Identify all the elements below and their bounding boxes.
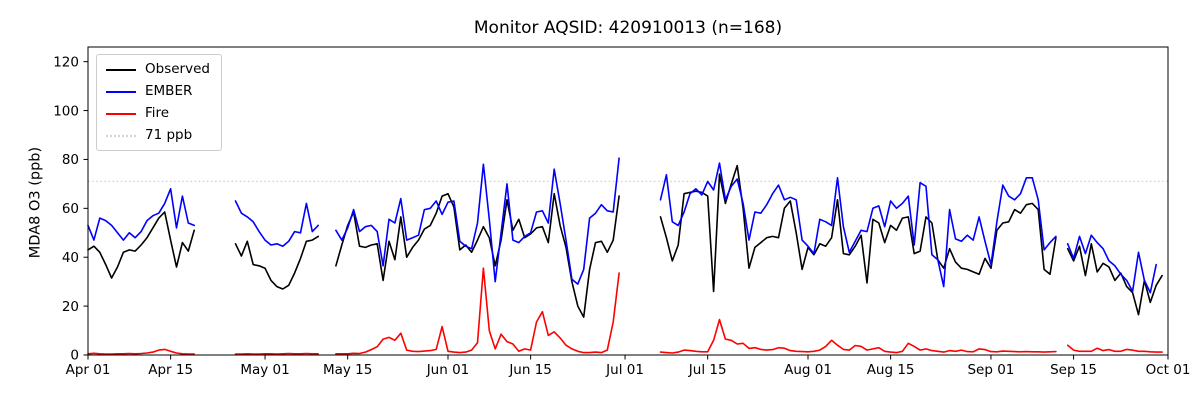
y-tick-label: 80: [62, 152, 79, 168]
y-tick-label: 0: [70, 348, 79, 364]
ember-line-segment-2: [234, 200, 320, 247]
x-tick-label: Jun 15: [508, 362, 552, 378]
x-tick-label: Sep 15: [1050, 362, 1097, 378]
x-tick-label: Sep 01: [967, 362, 1014, 378]
ember-line-segment-3: [335, 157, 620, 285]
y-axis-label: MDA8 O3 (ppb): [27, 146, 44, 259]
x-tick-label: Aug 01: [784, 362, 832, 378]
fire-line-segment-1: [87, 348, 195, 355]
legend-label-ember: EMBER: [145, 83, 193, 99]
x-tick-label: May 01: [240, 362, 289, 378]
observed-line-segment-2: [234, 235, 320, 290]
x-tick-label: Jul 01: [605, 362, 644, 378]
fire-line-segment-3: [335, 267, 620, 355]
legend-box: Observed EMBER Fire 71 ppb: [96, 54, 222, 151]
fire-line-segment-2: [234, 352, 320, 355]
y-tick-label: 120: [53, 54, 79, 70]
x-tick-label: Jun 01: [426, 362, 470, 378]
y-tick-label: 40: [62, 250, 79, 266]
ember-line-segment-1: [87, 188, 195, 241]
legend-item-threshold: 71 ppb: [106, 128, 210, 143]
x-tick-label: Oct 01: [1146, 362, 1191, 378]
observed-line-segment-1: [87, 211, 195, 279]
observed-line-segment-5: [1066, 243, 1163, 316]
legend-label-observed: Observed: [145, 61, 210, 77]
legend-label-threshold: 71 ppb: [145, 127, 193, 143]
axes-box: [87, 46, 1169, 356]
x-tick-label: Jul 15: [688, 362, 727, 378]
legend-threshold-line-sample: [106, 134, 136, 137]
legend-item-fire: Fire: [106, 106, 210, 121]
ember-line-segment-5: [1066, 234, 1157, 294]
legend-item-observed: Observed: [106, 62, 210, 77]
fire-line-segment-5: [1066, 344, 1163, 353]
legend-fire-line-sample: [106, 112, 136, 115]
y-tick-label: 60: [62, 201, 79, 217]
plot-area: [88, 47, 1168, 355]
chart-title: Monitor AQSID: 420910013 (n=168): [473, 18, 783, 38]
y-tick-label: 20: [62, 299, 79, 315]
observed-line-segment-3: [335, 192, 620, 318]
legend-label-fire: Fire: [145, 105, 170, 121]
legend-item-ember: EMBER: [106, 84, 210, 99]
legend-ember-line-sample: [106, 90, 136, 93]
x-tick-label: Apr 01: [66, 362, 111, 378]
x-tick-label: Apr 15: [148, 362, 193, 378]
fire-line-segment-4: [659, 318, 1057, 354]
x-tick-label: Aug 15: [867, 362, 915, 378]
legend-observed-line-sample: [106, 68, 136, 71]
y-tick-label: 100: [53, 103, 79, 119]
ember-line-segment-4: [659, 162, 1057, 288]
observed-line-segment-4: [659, 164, 1057, 293]
x-tick-label: May 15: [323, 362, 372, 378]
